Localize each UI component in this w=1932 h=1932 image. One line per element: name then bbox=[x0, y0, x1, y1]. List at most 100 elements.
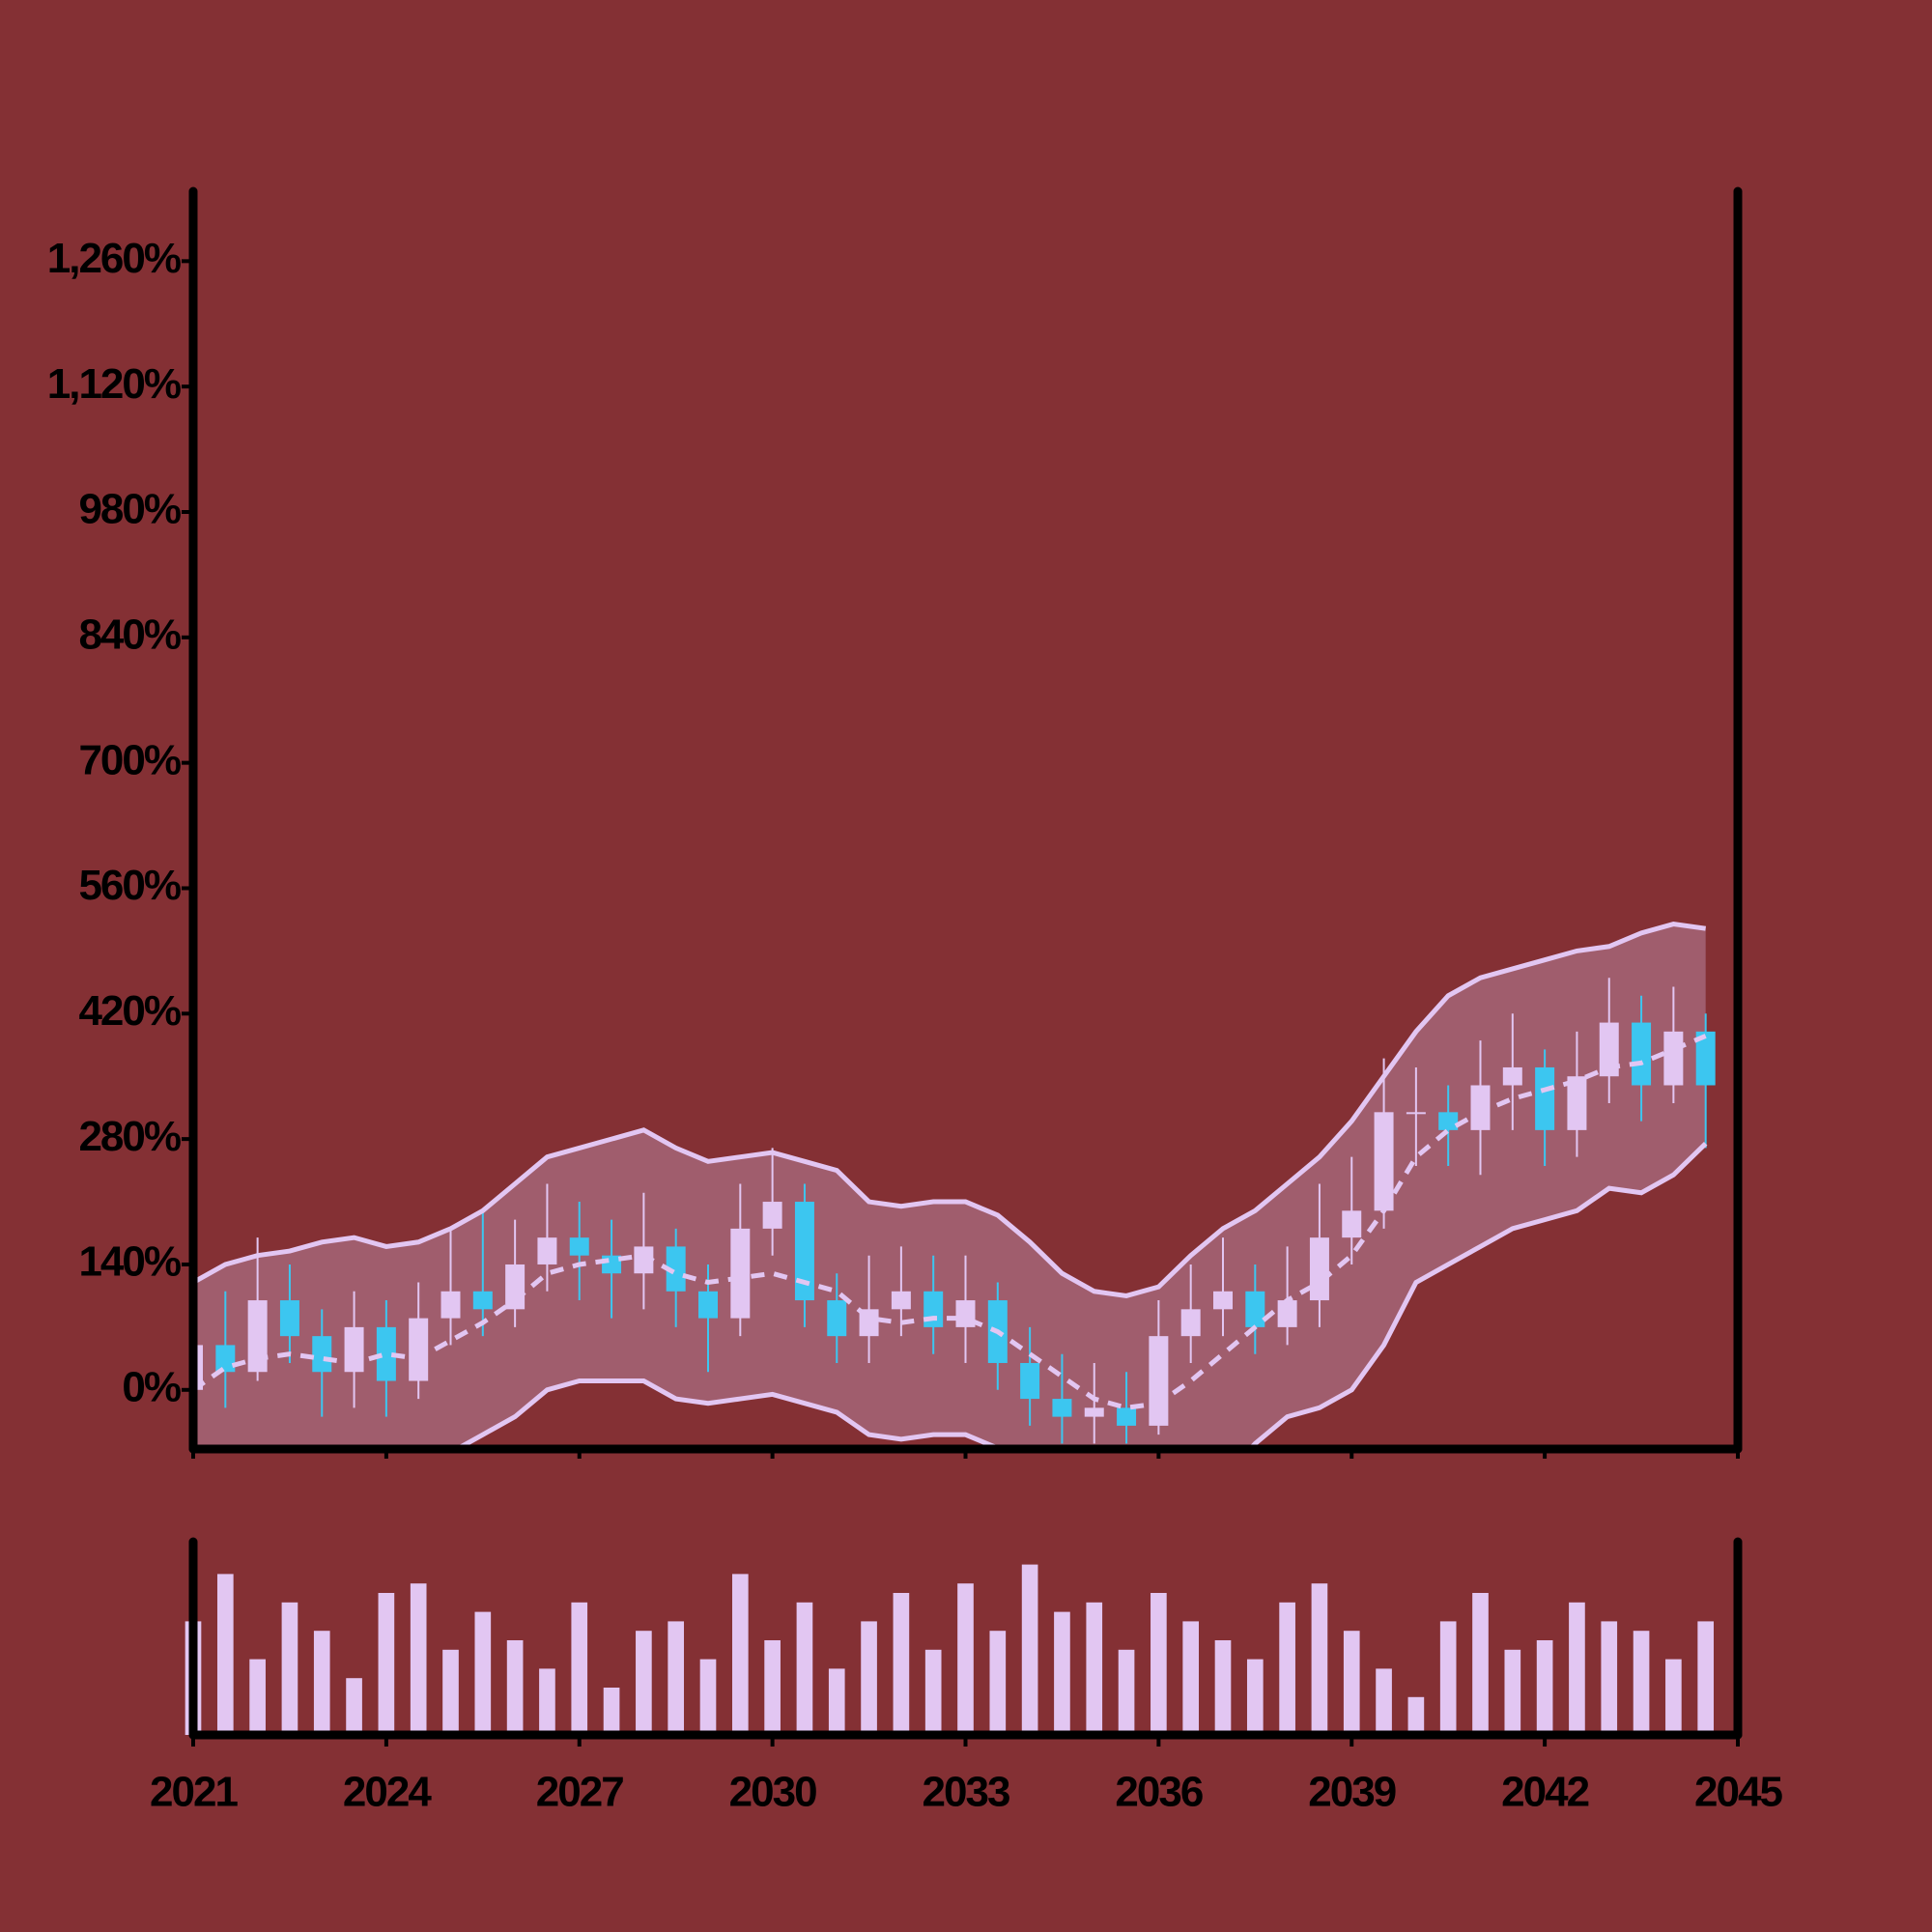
band-middle bbox=[193, 1034, 1707, 1410]
candle-body bbox=[1180, 1309, 1201, 1337]
volume-bar bbox=[346, 1678, 362, 1735]
volume-bar bbox=[1376, 1668, 1392, 1735]
volume-bar bbox=[1086, 1602, 1103, 1735]
candle-body bbox=[634, 1246, 654, 1274]
candle-body bbox=[247, 1300, 268, 1373]
x-tick-label: 2030 bbox=[729, 1769, 816, 1816]
candle-body bbox=[569, 1237, 589, 1256]
y-tick-label: 560% bbox=[78, 862, 180, 909]
volume-bar bbox=[1665, 1659, 1682, 1735]
candle-body bbox=[279, 1300, 299, 1337]
plot-area bbox=[193, 922, 1716, 1449]
volume-bar bbox=[1151, 1593, 1167, 1735]
candle-body bbox=[794, 1202, 814, 1301]
volume-bar bbox=[1021, 1564, 1038, 1735]
candle-body bbox=[1470, 1085, 1491, 1130]
volume-bar bbox=[1633, 1631, 1650, 1735]
volume-bar bbox=[1054, 1611, 1070, 1735]
volume-bar bbox=[924, 1649, 942, 1735]
y-tick-label: 1,260% bbox=[47, 235, 181, 282]
volume-bar bbox=[699, 1659, 717, 1735]
volume-bar bbox=[1279, 1602, 1295, 1735]
candle-body bbox=[827, 1300, 847, 1337]
candle-body bbox=[1342, 1210, 1362, 1238]
candle-body bbox=[602, 1255, 622, 1274]
y-tick-label: 1,120% bbox=[47, 360, 181, 408]
x-tick-label: 2033 bbox=[923, 1769, 1009, 1816]
volume-bar bbox=[1472, 1593, 1489, 1735]
candle-body bbox=[891, 1291, 911, 1310]
candle-body bbox=[1084, 1407, 1104, 1417]
volume-bar bbox=[1311, 1583, 1328, 1735]
volume-bar bbox=[1504, 1649, 1521, 1735]
volume-bar bbox=[1536, 1640, 1553, 1735]
volume-bar bbox=[1697, 1621, 1715, 1735]
candle-body bbox=[1374, 1112, 1394, 1211]
volume-bar bbox=[442, 1649, 459, 1735]
volume-bar bbox=[636, 1631, 652, 1735]
candle-body bbox=[1052, 1399, 1072, 1417]
volume-bar bbox=[731, 1574, 749, 1735]
candle-body bbox=[1020, 1362, 1040, 1400]
candle-body bbox=[472, 1291, 493, 1310]
y-tick-label: 280% bbox=[78, 1113, 180, 1160]
volume-bar bbox=[539, 1668, 555, 1735]
candle-body bbox=[1567, 1076, 1587, 1130]
y-tick-label: 420% bbox=[78, 987, 180, 1035]
candle-body bbox=[215, 1345, 236, 1373]
volume-bar bbox=[378, 1593, 395, 1735]
volume-bar bbox=[1182, 1621, 1200, 1735]
volume-bar bbox=[893, 1593, 910, 1735]
y-tick-label: 980% bbox=[78, 486, 180, 533]
candle-body bbox=[1406, 1112, 1426, 1115]
band-upper bbox=[193, 922, 1707, 1298]
volume-bar bbox=[1407, 1696, 1425, 1735]
y-tick-label: 140% bbox=[78, 1238, 180, 1286]
volume-bar bbox=[796, 1602, 813, 1735]
volume-bar bbox=[1118, 1649, 1135, 1735]
volume-bar bbox=[1246, 1659, 1264, 1735]
volume-bar bbox=[313, 1631, 330, 1735]
volume-bar bbox=[506, 1640, 524, 1735]
x-tick-label: 2042 bbox=[1501, 1769, 1588, 1816]
x-tick-label: 2045 bbox=[1694, 1769, 1782, 1816]
volume-bar bbox=[1439, 1621, 1457, 1735]
candle-body bbox=[730, 1228, 751, 1319]
volume-bar bbox=[249, 1659, 266, 1735]
x-tick-label: 2021 bbox=[150, 1769, 238, 1816]
candle-body bbox=[1632, 1022, 1652, 1086]
candle-body bbox=[923, 1291, 944, 1327]
candle-body bbox=[440, 1291, 461, 1319]
candle-body bbox=[537, 1237, 557, 1264]
candle-body bbox=[409, 1318, 429, 1381]
volume-bar bbox=[1343, 1631, 1360, 1735]
volume-bar bbox=[957, 1583, 974, 1735]
candle-body bbox=[1695, 1031, 1716, 1086]
candle-body bbox=[193, 1345, 203, 1390]
volume-bar bbox=[861, 1621, 877, 1735]
candle-body bbox=[698, 1291, 718, 1319]
volume-bar bbox=[989, 1631, 1007, 1735]
candle-body bbox=[312, 1336, 332, 1373]
candle-body bbox=[1663, 1031, 1684, 1086]
candle-body bbox=[1599, 1022, 1619, 1077]
y-tick-label: 700% bbox=[78, 736, 180, 783]
volume-bar bbox=[828, 1668, 845, 1735]
band-fill bbox=[193, 923, 1706, 1449]
candle-body bbox=[1502, 1066, 1522, 1086]
volume-bar bbox=[764, 1640, 781, 1735]
volume-bar bbox=[281, 1602, 298, 1735]
candle-body bbox=[376, 1326, 396, 1381]
candle-body bbox=[1117, 1407, 1137, 1426]
y-tick-label: 0% bbox=[122, 1363, 180, 1410]
band-lower bbox=[452, 1141, 1708, 1449]
candle-body bbox=[1213, 1291, 1233, 1310]
x-tick-label: 2036 bbox=[1115, 1769, 1202, 1816]
volume-bar bbox=[1214, 1640, 1232, 1735]
volume-bar bbox=[474, 1611, 492, 1735]
volume-panel bbox=[185, 1564, 1715, 1735]
candle-body bbox=[1438, 1112, 1459, 1130]
candle-body bbox=[762, 1202, 782, 1229]
volume-bar bbox=[410, 1583, 427, 1735]
volume-bar bbox=[1569, 1602, 1585, 1735]
